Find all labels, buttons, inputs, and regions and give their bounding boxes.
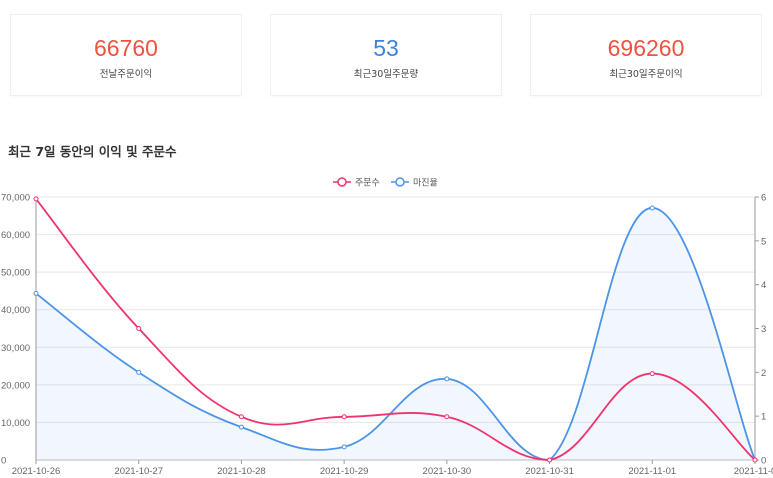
y-right-tick-label: 5 <box>761 236 766 247</box>
data-point <box>238 424 244 430</box>
y-left-tick-label: 40,000 <box>1 305 30 316</box>
x-tick-label: 2021-10-29 <box>320 466 369 477</box>
y-right-tick-label: 2 <box>761 368 766 379</box>
legend-marker <box>395 177 405 187</box>
section-title: 최근 7일 동안의 이익 및 주문수 <box>8 144 177 159</box>
y-left-tick-label: 70,000 <box>1 193 30 204</box>
data-point <box>444 376 450 382</box>
data-point <box>649 205 655 211</box>
data-point <box>444 414 450 420</box>
series-line <box>35 198 756 461</box>
stat-card-30day-orders: 53 최근30일주문량 <box>270 14 502 96</box>
data-point <box>341 414 347 420</box>
data-point <box>136 326 142 331</box>
stat-value: 66760 <box>94 35 158 61</box>
y-right-tick-label: 3 <box>761 324 766 335</box>
x-tick-label: 2021-11-0 <box>734 466 773 477</box>
stat-label: 최근30일주문이익 <box>609 69 683 80</box>
profit-orders-chart: 0 10,000 20,000 30,000 40,000 50,000 60,000 70,… <box>1 177 773 477</box>
y-left-tick-label: 20,000 <box>1 380 30 391</box>
data-point <box>341 444 347 450</box>
y-right-tick-label: 0 <box>761 456 766 467</box>
data-point <box>33 290 39 296</box>
y-right-tick-label: 4 <box>761 280 766 291</box>
y-right-tick-label: 1 <box>761 412 766 423</box>
data-point <box>136 369 142 375</box>
legend-label: 마진율 <box>413 178 438 189</box>
x-tick-label: 2021-10-27 <box>114 466 163 477</box>
x-tick-label: 2021-10-28 <box>217 466 266 477</box>
stat-label: 최근30일주문량 <box>353 69 419 80</box>
y-left-tick-label: 0 <box>1 456 6 467</box>
stat-card-yesterday-profit: 66760 전날주문이익 <box>10 14 242 96</box>
legend-marker <box>337 177 347 187</box>
data-point <box>33 196 39 202</box>
y-left-tick-label: 30,000 <box>1 343 30 354</box>
stat-card-30day-profit: 696260 최근30일주문이익 <box>530 14 762 96</box>
y-left-tick-label: 10,000 <box>1 418 30 429</box>
y-right-tick-label: 6 <box>761 193 766 204</box>
stat-label: 전날주문이익 <box>99 69 153 80</box>
stat-value: 53 <box>373 35 399 61</box>
stat-value: 696260 <box>607 35 685 61</box>
x-tick-label: 2021-10-31 <box>525 466 574 477</box>
legend-label: 주문수 <box>355 178 380 189</box>
x-tick-label: 2021-10-30 <box>423 466 472 477</box>
y-left-tick-label: 60,000 <box>1 230 30 241</box>
data-point <box>752 457 758 463</box>
x-tick-label: 2021-10-26 <box>12 466 61 477</box>
y-left-tick-label: 50,000 <box>1 268 30 279</box>
data-point <box>649 371 655 377</box>
data-point <box>238 414 244 420</box>
x-tick-label: 2021-11-01 <box>628 466 676 477</box>
data-point <box>547 457 553 463</box>
